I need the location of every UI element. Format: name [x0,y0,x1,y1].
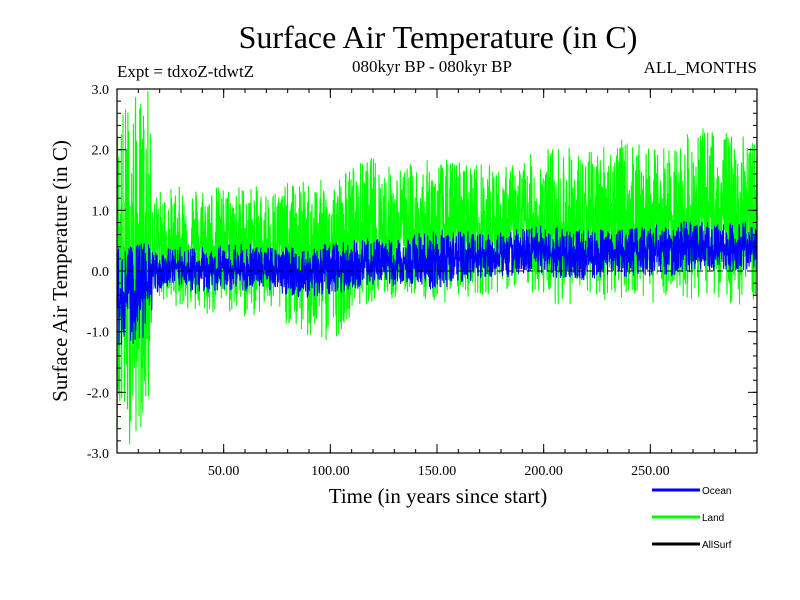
y-tick-label: 1.0 [92,204,110,219]
y-tick-label: 3.0 [92,83,110,98]
series-line-ocean [116,221,758,346]
x-axis-label: Time (in years since start) [329,484,548,508]
y-axis-label: Surface Air Temperature (in C) [48,140,72,402]
chart-subtitle-center: 080kyr BP - 080kyr BP [352,57,512,76]
y-tick-label: 2.0 [92,144,110,159]
legend-label-land: Land [702,513,724,524]
chart-subtitle-right: ALL_MONTHS [644,58,757,77]
y-tick-label: 0.0 [92,265,110,280]
series-layer [116,91,758,445]
y-tick-label: -3.0 [87,447,109,462]
y-tick-label: -1.0 [87,326,109,341]
x-tick-label: 200.00 [524,464,563,479]
x-tick-label: 50.00 [208,464,240,479]
axis-ticks: -3.0 -2.0 -1.0 0.0 1.0 2.0 3.0 50.00 100.00 150.0… [87,83,757,479]
legend: Ocean Land AllSurf [652,486,732,551]
plot-frame [116,88,758,454]
x-tick-label: 150.00 [418,464,457,479]
legend-label-ocean: Ocean [702,486,731,497]
chart-subtitle-left: Expt = tdxoZ-tdwtZ [117,62,254,81]
legend-label-allsurf: AllSurf [702,540,732,551]
y-tick-label: -2.0 [87,386,109,401]
chart-title: Surface Air Temperature (in C) [239,19,638,55]
x-tick-label: 250.00 [631,464,670,479]
series-line-land [116,91,758,445]
x-tick-label: 100.00 [311,464,350,479]
